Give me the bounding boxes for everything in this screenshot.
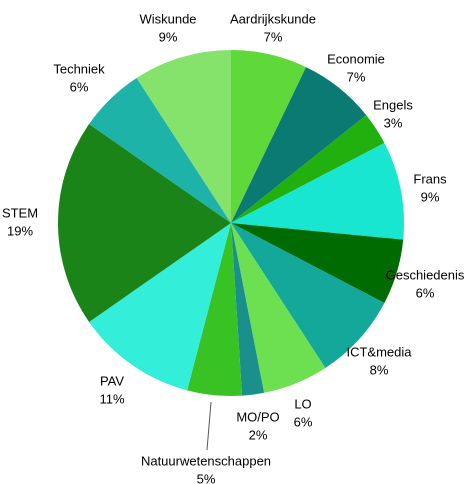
slice-label: STEM — [2, 205, 38, 220]
slice-label: Aardrijkskunde — [230, 11, 316, 26]
slice-label: LO — [294, 396, 311, 411]
value-label: 7% — [347, 69, 366, 84]
pie-slice — [57, 124, 232, 322]
value-label: 6% — [416, 285, 435, 300]
pie-slice — [231, 223, 385, 368]
pie-slice — [231, 115, 385, 223]
leader-line — [206, 401, 212, 451]
slice-label: Frans — [413, 171, 447, 186]
slice-label: Economie — [327, 51, 385, 66]
slice-label: Wiskunde — [139, 11, 196, 26]
pie-slice — [231, 142, 404, 240]
slice-label: Techniek — [53, 61, 105, 76]
value-label: 9% — [159, 29, 178, 44]
value-label: 11% — [99, 391, 124, 406]
slice-label: Natuurwetenschappen — [141, 453, 271, 468]
pie-slice — [187, 223, 243, 396]
pie-slice — [231, 223, 326, 393]
value-label: 3% — [384, 115, 403, 130]
pie-slice — [231, 50, 307, 223]
pie-slice — [231, 67, 367, 223]
value-label: 8% — [370, 362, 389, 377]
value-label: 7% — [264, 29, 283, 44]
pie-slice — [89, 78, 231, 223]
pie-slice — [136, 50, 231, 223]
slice-label: Geschiedenis — [386, 267, 465, 282]
pie-slice — [231, 223, 404, 304]
value-label: 9% — [421, 189, 440, 204]
value-label: 6% — [70, 79, 89, 94]
value-label: 5% — [197, 471, 216, 484]
slice-label: PAV — [100, 373, 124, 388]
value-label: 2% — [249, 427, 268, 442]
value-label: 6% — [294, 414, 313, 429]
slice-label: Engels — [373, 97, 413, 112]
slice-label: MO/PO — [236, 409, 279, 424]
slice-label: ICT&media — [346, 344, 412, 359]
pie-slice — [231, 223, 265, 396]
pie-slice — [89, 223, 231, 391]
value-label: 19% — [7, 223, 33, 238]
